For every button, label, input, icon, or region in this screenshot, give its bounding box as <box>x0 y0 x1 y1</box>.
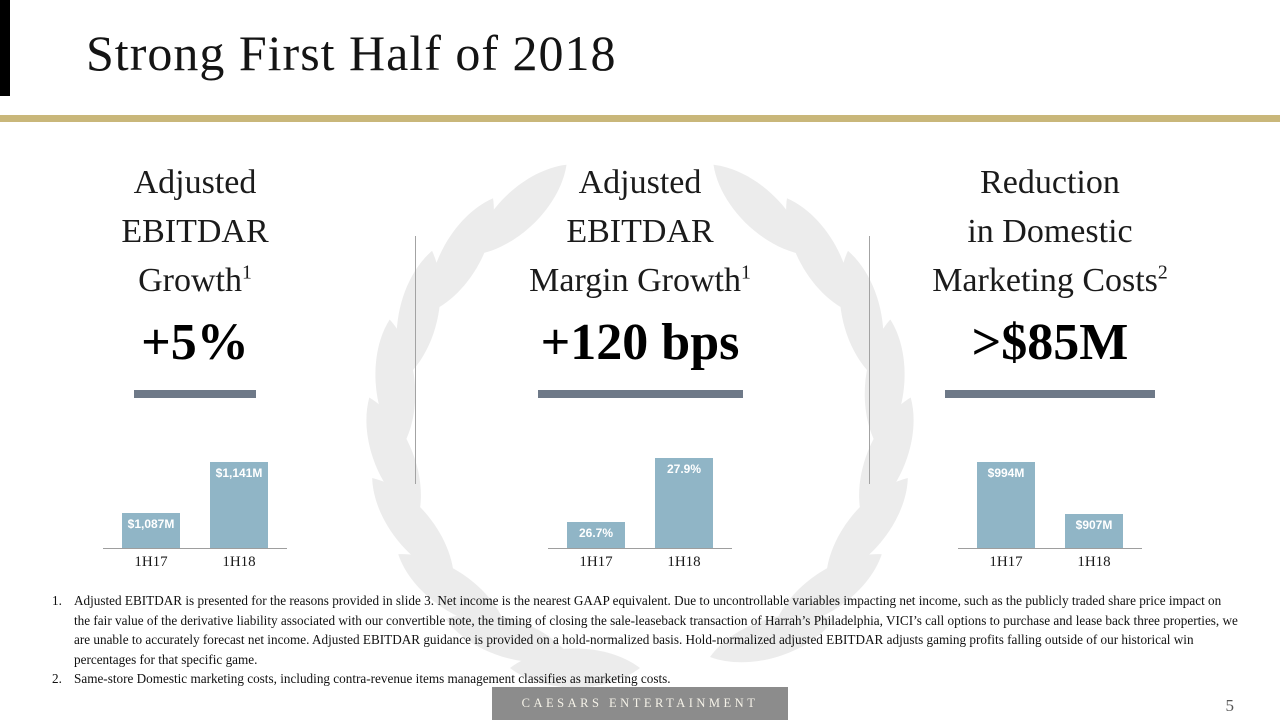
category-label: 1H18 <box>667 554 701 570</box>
heading-line: in Domestic <box>967 213 1133 250</box>
bar-value-label: 27.9% <box>666 462 702 476</box>
category-label: 1H17 <box>579 554 613 570</box>
footnote-text: Adjusted EBITDAR is presented for the re… <box>74 593 1238 667</box>
chart-category-axis: 1H17 1H18 <box>455 554 825 571</box>
footnote-number: 1. <box>52 593 62 608</box>
column-divider <box>869 236 870 484</box>
heading-line: Reduction <box>980 164 1120 201</box>
heading-line: Growth <box>138 262 243 299</box>
category-label: 1H18 <box>1077 554 1111 570</box>
page-number: 5 <box>1225 696 1235 715</box>
chart-bar: 27.9% <box>655 458 713 548</box>
metric-value: +5% <box>141 314 249 371</box>
metric-column-margin-growth: Adjusted EBITDAR Margin Growth1 +120 bps… <box>455 158 825 570</box>
footnote-marker: 1 <box>242 261 252 284</box>
footer-banner: CAESARS ENTERTAINMENT <box>492 687 788 720</box>
heading-line: Adjusted <box>578 164 702 201</box>
heading-line: EBITDAR <box>566 213 714 250</box>
category-label: 1H17 <box>134 554 168 570</box>
category-label: 1H18 <box>222 554 256 570</box>
category-label: 1H17 <box>989 554 1023 570</box>
footnote-number: 2. <box>52 671 62 686</box>
metric-heading: Reduction in Domestic Marketing Costs2 <box>870 158 1230 305</box>
metric-value: >$85M <box>971 314 1129 371</box>
bar-value-label: $907M <box>1075 518 1113 532</box>
chart-bar: 26.7% <box>567 522 625 548</box>
bar-value-label: $1,141M <box>215 466 263 480</box>
footnote-marker: 1 <box>741 261 751 284</box>
chart-category-axis: 1H17 1H18 <box>870 554 1230 571</box>
chart-plot-area: $1,087M $1,141M <box>103 452 287 549</box>
footnotes: 1. Adjusted EBITDAR is presented for the… <box>52 591 1240 689</box>
metric-column-marketing-costs: Reduction in Domestic Marketing Costs2 >… <box>870 158 1230 570</box>
heading-line: Adjusted <box>133 164 257 201</box>
chart-bar: $1,087M <box>122 513 180 548</box>
chart-bar: $1,141M <box>210 462 268 548</box>
slide-title: Strong First Half of 2018 <box>86 25 617 81</box>
metric-heading: Adjusted EBITDAR Margin Growth1 <box>455 158 825 305</box>
chart-category-axis: 1H17 1H18 <box>30 554 360 571</box>
stat-underline <box>945 390 1155 398</box>
heading-line: Margin Growth <box>529 262 741 299</box>
chart-bar: $994M <box>977 462 1035 548</box>
bar-value-label: $1,087M <box>127 517 175 531</box>
marketing-costs-chart: $994M $907M 1H17 1H18 <box>870 452 1230 571</box>
footnote-item: 1. Adjusted EBITDAR is presented for the… <box>52 591 1240 669</box>
footnote-marker: 2 <box>1157 261 1168 284</box>
gold-divider-rule <box>0 115 1280 122</box>
stat-underline <box>537 390 743 398</box>
footnote-item: 2. Same-store Domestic marketing costs, … <box>52 669 1240 689</box>
chart-plot-area: 26.7% 27.9% <box>548 452 732 549</box>
column-divider <box>415 236 416 484</box>
corner-accent-bar <box>0 0 10 96</box>
heading-line: Marketing Costs <box>932 262 1158 299</box>
metric-heading: Adjusted EBITDAR Growth1 <box>30 158 360 305</box>
chart-plot-area: $994M $907M <box>958 452 1142 549</box>
bar-value-label: $994M <box>987 466 1025 480</box>
heading-line: EBITDAR <box>121 213 269 250</box>
metric-column-ebitdar-growth: Adjusted EBITDAR Growth1 +5% $1,087M $1,… <box>30 158 360 570</box>
chart-bar: $907M <box>1065 514 1123 548</box>
ebitdar-growth-chart: $1,087M $1,141M 1H17 1H18 <box>30 452 360 571</box>
margin-growth-chart: 26.7% 27.9% 1H17 1H18 <box>455 452 825 571</box>
stat-underline <box>134 390 256 398</box>
footnote-text: Same-store Domestic marketing costs, inc… <box>74 671 671 686</box>
metric-value: +120 bps <box>540 314 740 371</box>
bar-value-label: 26.7% <box>578 526 614 540</box>
